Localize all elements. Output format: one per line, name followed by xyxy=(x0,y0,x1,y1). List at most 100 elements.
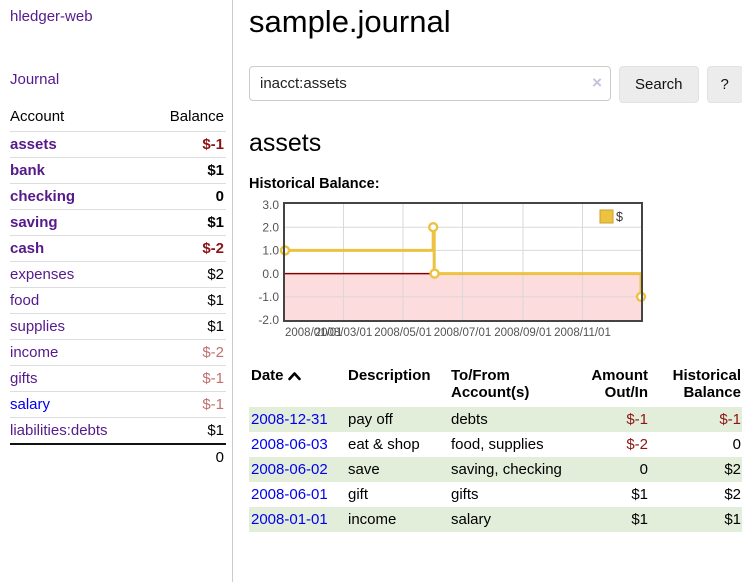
search-input[interactable] xyxy=(249,66,611,101)
transaction-accounts: food, supplies xyxy=(451,436,544,453)
chart-canvas: $ 3.0 2.0 1.0 0.0 -1.0 -2.0 2008/01/01 2… xyxy=(258,198,647,339)
account-balance: $-2 xyxy=(148,235,226,262)
account-link-checking[interactable]: checking xyxy=(10,188,76,205)
transaction-balance: $2 xyxy=(650,457,742,482)
account-row: income $-2 xyxy=(10,339,226,366)
svg-text:2008/09/01: 2008/09/01 xyxy=(494,327,552,339)
account-row: gifts $-1 xyxy=(10,365,226,392)
accounts-header: To/From Account(s) xyxy=(451,367,530,401)
app-title-link[interactable]: hledger-web xyxy=(10,8,93,25)
chart-legend: $ xyxy=(599,209,623,224)
account-row: supplies $1 xyxy=(10,313,226,340)
y-axis-ticks: 3.0 2.0 1.0 0.0 -1.0 -2.0 xyxy=(258,198,279,327)
account-link-gifts[interactable]: gifts xyxy=(10,370,38,387)
account-balance: 0 xyxy=(148,183,226,210)
transaction-date-link[interactable]: 2008-06-03 xyxy=(251,436,328,453)
register-row: 2008-12-31 pay off debts $-1 $-1 xyxy=(249,407,742,432)
chart-label: Historical Balance: xyxy=(249,176,380,192)
x-axis-ticks: 2008/01/01 2008/03/01 2008/05/01 2008/07… xyxy=(285,327,611,339)
account-link-supplies[interactable]: supplies xyxy=(10,318,66,335)
account-link-food[interactable]: food xyxy=(10,292,40,309)
transaction-date-link[interactable]: 2008-01-01 xyxy=(251,511,328,528)
account-row: salary $-1 xyxy=(10,391,226,418)
amount-header: Amount Out/In xyxy=(591,367,648,401)
account-balance: $-1 xyxy=(148,131,226,158)
register-row: 2008-06-03 eat & shop food, supplies $-2… xyxy=(249,432,742,457)
account-balance: $1 xyxy=(148,157,226,184)
legend-swatch xyxy=(599,209,614,224)
transaction-date-link[interactable]: 2008-06-02 xyxy=(251,461,328,478)
account-balance: $1 xyxy=(148,417,226,444)
search-button[interactable]: Search xyxy=(619,66,699,103)
svg-text:0.0: 0.0 xyxy=(262,267,279,281)
account-row: bank $1 xyxy=(10,157,226,184)
transaction-amount: 0 xyxy=(572,457,650,482)
account-balance: $1 xyxy=(148,313,226,340)
transaction-amount: $-2 xyxy=(626,436,648,453)
date-header-label: Date xyxy=(251,367,284,384)
transaction-accounts: saving, checking xyxy=(449,457,572,482)
svg-text:3.0: 3.0 xyxy=(262,200,279,212)
account-balance: $-1 xyxy=(148,391,226,418)
sidebar-item-journal[interactable]: Journal xyxy=(10,71,60,88)
transaction-balance: $2 xyxy=(724,486,741,503)
transaction-description: income xyxy=(346,507,449,532)
register-row: 2008-06-01 gift gifts $1 $2 xyxy=(249,482,742,507)
account-row: food $1 xyxy=(10,287,226,314)
transaction-balance: $-1 xyxy=(650,407,742,432)
account-balance: $-2 xyxy=(148,339,226,366)
search-form: × Search ? xyxy=(249,66,742,103)
description-header: Description xyxy=(348,367,431,384)
transaction-amount: $-1 xyxy=(572,407,650,432)
transaction-balance: 0 xyxy=(732,436,741,453)
account-balance: $1 xyxy=(148,209,226,236)
sort-by-date-header[interactable]: Date xyxy=(249,364,346,407)
account-row: liabilities:debts $1 xyxy=(10,417,226,444)
account-balance: $-1 xyxy=(148,365,226,392)
account-link-liabilities-debts[interactable]: liabilities:debts xyxy=(10,422,108,439)
transaction-balance: $1 xyxy=(650,507,742,532)
svg-text:2.0: 2.0 xyxy=(262,221,279,235)
account-link-salary[interactable]: salary xyxy=(10,396,51,413)
register-header-row: Date Description To/From Account(s) Amou… xyxy=(249,364,742,407)
accounts-header-balance: Balance xyxy=(169,108,224,125)
accounts-header-account: Account xyxy=(10,108,65,125)
transaction-description: gift xyxy=(348,486,369,503)
account-link-saving[interactable]: saving xyxy=(10,214,58,231)
account-balance: $2 xyxy=(148,261,226,288)
account-link-income[interactable]: income xyxy=(10,344,59,361)
transaction-accounts: debts xyxy=(449,407,572,432)
transaction-date-link[interactable]: 2008-12-31 xyxy=(251,411,328,428)
account-heading: assets xyxy=(249,129,322,157)
svg-text:2008/07/01: 2008/07/01 xyxy=(434,327,492,339)
register-table: Date Description To/From Account(s) Amou… xyxy=(249,364,742,532)
help-button[interactable]: ? xyxy=(706,66,742,103)
transaction-description: save xyxy=(346,457,449,482)
account-link-expenses[interactable]: expenses xyxy=(10,266,75,283)
account-balance: $1 xyxy=(148,287,226,314)
transaction-accounts: salary xyxy=(449,507,572,532)
accounts-table: Account Balance assets $-1 bank $1 check… xyxy=(10,104,226,470)
account-row: cash $-2 xyxy=(10,235,226,262)
svg-text:2008/05/01: 2008/05/01 xyxy=(374,327,432,339)
svg-text:2008/03/01: 2008/03/01 xyxy=(315,327,373,339)
transaction-description: eat & shop xyxy=(348,436,420,453)
sidebar: hledger-web Journal Account Balance asse… xyxy=(0,0,233,582)
clear-search-icon[interactable]: × xyxy=(592,73,602,92)
account-link-bank[interactable]: bank xyxy=(10,162,46,179)
chart-border xyxy=(283,202,643,322)
accounts-total-value: 0 xyxy=(148,443,226,470)
register-row: 2008-06-02 save saving, checking 0 $2 xyxy=(249,457,742,482)
main-content: sample.journal × Search ? assets Histori… xyxy=(233,0,742,582)
transaction-description: pay off xyxy=(346,407,449,432)
transaction-date-link[interactable]: 2008-06-01 xyxy=(251,486,328,503)
page-title: sample.journal xyxy=(249,4,451,39)
transaction-amount: $1 xyxy=(572,507,650,532)
account-link-assets[interactable]: assets xyxy=(10,136,57,153)
legend-label: $ xyxy=(616,210,623,224)
account-link-cash[interactable]: cash xyxy=(10,240,45,257)
accounts-header-row: Account Balance xyxy=(10,104,226,132)
accounts-total-row: 0 xyxy=(10,443,226,470)
account-row: assets $-1 xyxy=(10,131,226,158)
